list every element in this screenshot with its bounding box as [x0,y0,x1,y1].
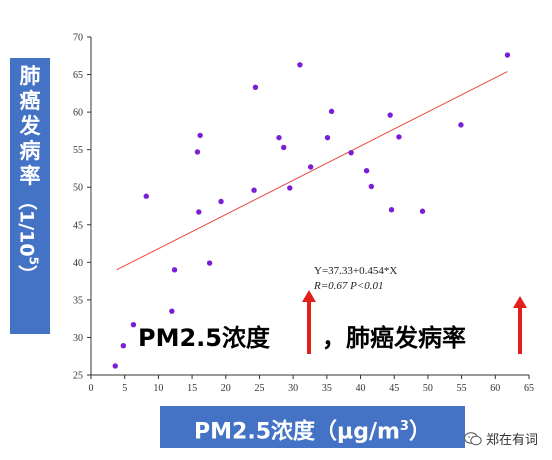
y-axis-label-char: 率 [19,164,41,188]
y-axis-label-char: 病 [19,139,41,163]
y-axis-label-char: 癌 [19,89,41,113]
watermark: 郑在有词 [463,429,538,448]
chart-axes: 0 5 10 15 20 25 30 35 40 45 50 55 60 65 25 30 35 40 45 50 55… [73,33,534,395]
data-point [194,149,201,155]
x-tick-label: 60 [490,383,500,394]
data-point [281,144,287,151]
data-point [348,149,354,156]
data-point [206,260,213,266]
data-points [112,52,511,369]
x-tick-label: 35 [322,383,332,394]
data-point [458,122,464,128]
data-point [276,134,282,141]
y-axis-label: 肺 癌 发 病 率 （1/105） [10,58,50,334]
data-point [368,183,375,190]
y-axis-label-char: 发 [19,114,41,138]
x-tick-label: 15 [187,383,197,394]
data-point [169,308,175,314]
y-tick-label: 30 [73,333,83,344]
x-tick-label: 50 [423,383,433,394]
data-point [324,134,331,141]
y-tick-label: 35 [73,295,83,306]
data-point [196,209,202,215]
x-tick-label: 10 [153,383,163,394]
equation-text: Y=37.33+0.454*X [314,265,398,277]
annotation-left: PM2.5浓度 [138,318,270,353]
annotation-arrows [302,290,527,354]
data-point [171,267,178,273]
y-tick-label: 50 [73,183,83,194]
x-tick-label: 30 [288,383,298,394]
data-point [120,343,127,349]
x-tick-label: 65 [524,383,534,394]
x-tick-label: 20 [221,383,231,394]
up-arrow-head [302,290,316,302]
data-point [287,185,293,191]
data-point [297,62,303,68]
x-tick-label: 55 [457,383,467,394]
y-tick-label: 65 [73,70,83,81]
x-tick-label: 5 [122,383,127,394]
y-tick-label: 25 [73,371,83,382]
watermark-text: 郑在有词 [485,433,538,448]
data-point [252,84,259,91]
data-point [143,193,149,199]
y-axis-label-char: 肺 [19,64,41,88]
data-point [218,198,224,205]
wechat-icon [463,431,482,445]
x-tick-label: 25 [254,383,264,394]
data-point [307,164,314,170]
data-point [197,132,203,139]
x-axis-label: PM2.5浓度（µg/m3） [160,406,465,448]
y-tick-label: 70 [73,33,83,44]
data-point [251,187,257,193]
x-tick-label: 0 [89,383,94,394]
data-point [419,208,426,214]
data-point [387,112,393,118]
x-tick-label: 40 [356,383,366,394]
regression-equation: Y=37.33+0.454*X R=0.67 P<0.01 [314,264,397,294]
data-point [388,207,395,213]
annotation-right: ，肺癌发病率 [322,318,466,353]
data-point [328,108,335,115]
data-point [396,134,402,140]
data-point [130,321,137,328]
data-point [504,52,511,58]
data-point [363,167,370,174]
regression-line-group [116,71,508,271]
y-axis-unit: （1/105） [15,191,41,284]
data-point [112,363,118,369]
y-tick-label: 45 [73,220,83,231]
y-tick-label: 60 [73,108,83,119]
x-tick-label: 45 [389,383,399,394]
stats-text: R=0.67 P<0.01 [314,280,384,292]
y-tick-label: 40 [73,258,83,269]
up-arrow-head [513,296,527,308]
regression-line [116,71,508,271]
y-tick-label: 55 [73,145,83,156]
